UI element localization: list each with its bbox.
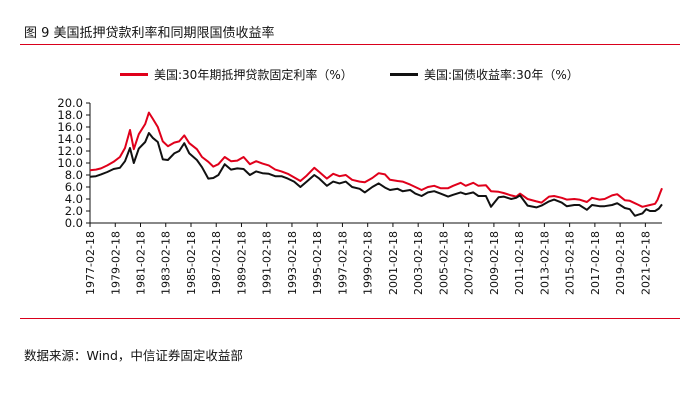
top-rule bbox=[20, 44, 680, 45]
x-tick-label: 2015-02-18 bbox=[564, 231, 577, 295]
series-line-treasury bbox=[89, 132, 663, 217]
x-tick-label: 1999-02-18 bbox=[362, 231, 375, 295]
series-line-mortgage bbox=[89, 111, 663, 208]
bottom-rule bbox=[20, 318, 680, 319]
x-tick-label: 2017-02-18 bbox=[589, 231, 602, 295]
chart-lines bbox=[89, 111, 663, 217]
x-tick-label: 2009-02-18 bbox=[488, 231, 501, 295]
x-tick-label: 1981-02-18 bbox=[135, 231, 148, 295]
x-tick-label: 1983-02-18 bbox=[160, 231, 173, 295]
figure-title: 图 9 美国抵押贷款利率和同期限国债收益率 bbox=[24, 26, 275, 41]
x-tick-label: 1997-02-18 bbox=[336, 231, 349, 295]
y-tick-label: 10.0 bbox=[57, 156, 83, 170]
y-tick-label: 12.0 bbox=[57, 144, 83, 158]
x-tick-label: 1991-02-18 bbox=[261, 231, 274, 295]
x-tick-label: 1987-02-18 bbox=[210, 231, 223, 295]
x-tick-label: 1977-02-18 bbox=[84, 231, 97, 295]
source-note: 数据来源：Wind，中信证券固定收益部 bbox=[24, 348, 243, 363]
y-tick-label: 2.0 bbox=[65, 204, 83, 218]
x-tick-label: 2013-02-18 bbox=[538, 231, 551, 295]
chart-axes: 0.02.04.06.08.010.012.014.016.018.020.0 1… bbox=[57, 96, 662, 295]
legend-label-treasury: 美国:国债收益率:30年（%） bbox=[424, 68, 579, 82]
x-tick-label: 2003-02-18 bbox=[412, 231, 425, 295]
y-tick-label: 6.0 bbox=[65, 180, 83, 194]
y-tick-label: 14.0 bbox=[57, 132, 83, 146]
y-tick-label: 20.0 bbox=[57, 96, 83, 110]
x-tick-label: 2019-02-18 bbox=[614, 231, 627, 295]
x-tick-label: 2011-02-18 bbox=[513, 231, 526, 295]
x-tick-label: 1989-02-18 bbox=[235, 231, 248, 295]
chart-legend: 美国:30年期抵押贷款固定利率（%） 美国:国债收益率:30年（%） bbox=[0, 66, 700, 82]
legend-swatch-mortgage bbox=[120, 73, 148, 76]
legend-swatch-treasury bbox=[390, 73, 418, 76]
x-tick-label: 1985-02-18 bbox=[185, 231, 198, 295]
legend-item-treasury: 美国:国债收益率:30年（%） bbox=[390, 66, 579, 83]
y-tick-label: 18.0 bbox=[57, 108, 83, 122]
legend-label-mortgage: 美国:30年期抵押贷款固定利率（%） bbox=[154, 68, 353, 82]
y-tick-label: 8.0 bbox=[65, 168, 83, 182]
x-tick-label: 1979-02-18 bbox=[109, 231, 122, 295]
x-tick-label: 2021-02-18 bbox=[639, 231, 652, 295]
x-tick-label: 2007-02-18 bbox=[463, 231, 476, 295]
x-tick-label: 2005-02-18 bbox=[437, 231, 450, 295]
legend-item-mortgage: 美国:30年期抵押贷款固定利率（%） bbox=[120, 66, 353, 83]
x-tick-label: 1995-02-18 bbox=[311, 231, 324, 295]
y-tick-label: 16.0 bbox=[57, 120, 83, 134]
x-tick-label: 1993-02-18 bbox=[286, 231, 299, 295]
y-tick-label: 4.0 bbox=[65, 192, 83, 206]
y-tick-label: 0.0 bbox=[65, 216, 83, 230]
x-tick-label: 2001-02-18 bbox=[387, 231, 400, 295]
